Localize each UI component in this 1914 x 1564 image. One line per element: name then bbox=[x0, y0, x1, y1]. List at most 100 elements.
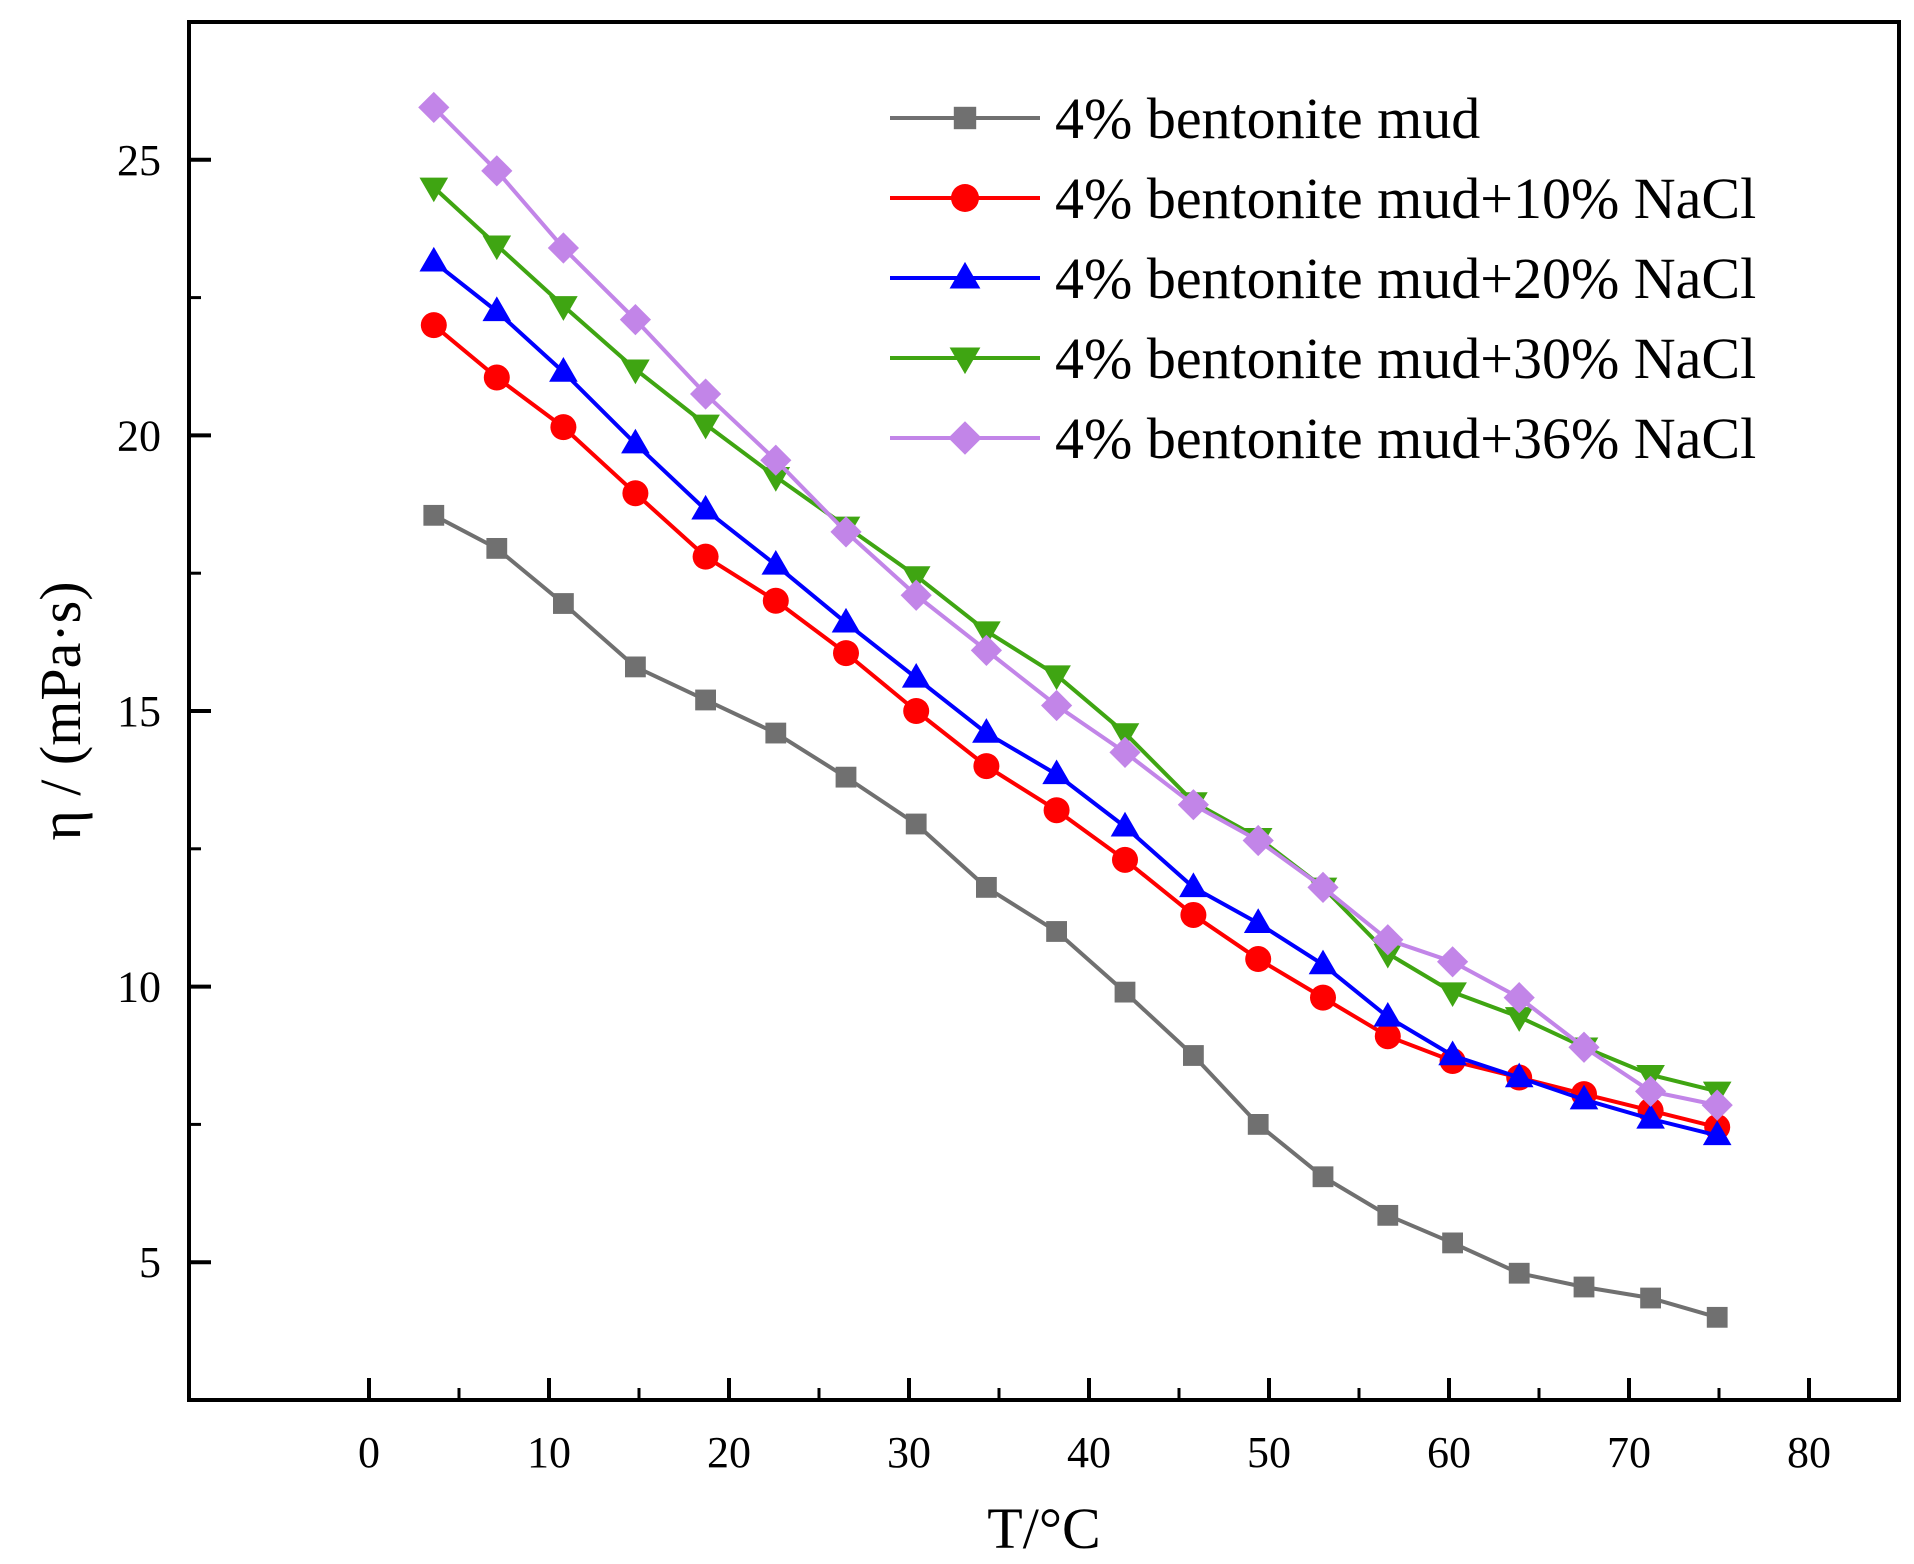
series-layer bbox=[418, 91, 1733, 1328]
legend-marker-3 bbox=[949, 347, 981, 375]
x-axis-title: T/°C bbox=[987, 1496, 1100, 1561]
legend-label-0: 4% bentonite mud bbox=[1055, 86, 1480, 151]
legend-marker-2 bbox=[949, 261, 981, 289]
series-4 bbox=[418, 91, 1733, 1121]
data-point-0-9 bbox=[1046, 921, 1067, 942]
data-point-2-3 bbox=[621, 428, 650, 454]
data-point-0-1 bbox=[486, 537, 508, 559]
data-point-1-3 bbox=[622, 480, 649, 507]
series-3 bbox=[419, 177, 1732, 1107]
data-point-4-13 bbox=[1307, 871, 1339, 903]
data-point-2-4 bbox=[691, 494, 720, 520]
data-point-0-17 bbox=[1573, 1276, 1595, 1298]
data-point-3-14 bbox=[1373, 943, 1403, 969]
legend-marker-4 bbox=[948, 421, 982, 455]
y-tick-label-5: 5 bbox=[139, 1238, 161, 1287]
data-point-4-8 bbox=[970, 634, 1002, 666]
data-point-2-18 bbox=[1636, 1103, 1665, 1129]
data-point-0-8 bbox=[976, 876, 997, 898]
data-point-3-8 bbox=[972, 621, 1001, 647]
data-point-1-1 bbox=[483, 364, 510, 391]
legend-item-2: 4% bentonite mud+20% NaCl bbox=[890, 246, 1756, 311]
data-point-1-10 bbox=[1112, 846, 1138, 873]
data-point-2-17 bbox=[1569, 1084, 1599, 1110]
data-point-1-8 bbox=[973, 753, 1000, 780]
x-tick-label-40: 40 bbox=[1067, 1428, 1111, 1477]
data-point-2-6 bbox=[831, 607, 861, 633]
data-point-0-14 bbox=[1377, 1204, 1399, 1226]
x-tick-label-70: 70 bbox=[1607, 1428, 1651, 1477]
data-point-4-15 bbox=[1437, 946, 1469, 978]
data-point-1-6 bbox=[833, 640, 859, 667]
series-line-3 bbox=[432, 185, 1718, 1094]
data-point-0-12 bbox=[1247, 1114, 1269, 1135]
legend-marker-0 bbox=[953, 106, 977, 130]
legend-label-4: 4% bentonite mud+36% NaCl bbox=[1055, 406, 1756, 471]
data-point-0-16 bbox=[1508, 1262, 1530, 1284]
data-point-2-15 bbox=[1438, 1040, 1467, 1066]
data-point-0-3 bbox=[625, 656, 646, 678]
data-point-4-4 bbox=[690, 378, 722, 410]
data-point-0-13 bbox=[1312, 1166, 1334, 1188]
data-point-3-2 bbox=[549, 296, 578, 321]
data-point-3-16 bbox=[1504, 1007, 1534, 1032]
data-point-4-14 bbox=[1372, 924, 1404, 956]
data-point-2-7 bbox=[901, 662, 931, 688]
data-point-1-12 bbox=[1245, 946, 1272, 973]
y-tick-label-25: 25 bbox=[117, 136, 161, 185]
series-line-4 bbox=[432, 106, 1718, 1108]
data-point-3-15 bbox=[1438, 982, 1467, 1008]
data-point-4-16 bbox=[1503, 982, 1535, 1014]
data-point-3-5 bbox=[761, 466, 791, 492]
series-line-0 bbox=[432, 513, 1718, 1320]
data-point-2-1 bbox=[482, 296, 512, 322]
data-point-3-4 bbox=[691, 414, 720, 440]
series-0 bbox=[423, 504, 1728, 1328]
data-point-0-10 bbox=[1114, 981, 1136, 1003]
data-point-3-7 bbox=[901, 566, 931, 591]
data-point-1-13 bbox=[1310, 984, 1336, 1011]
data-point-0-7 bbox=[905, 813, 927, 835]
data-point-3-9 bbox=[1042, 665, 1071, 691]
data-point-4-10 bbox=[1109, 736, 1141, 768]
data-point-2-8 bbox=[972, 718, 1001, 743]
data-point-4-0 bbox=[418, 91, 450, 124]
data-point-3-10 bbox=[1110, 723, 1140, 748]
data-point-1-14 bbox=[1374, 1023, 1401, 1050]
data-point-4-2 bbox=[547, 232, 579, 264]
data-point-4-17 bbox=[1568, 1031, 1600, 1063]
x-tick-label-30: 30 bbox=[887, 1428, 931, 1477]
data-point-1-5 bbox=[762, 587, 789, 614]
data-point-0-19 bbox=[1706, 1306, 1728, 1328]
data-point-1-2 bbox=[550, 414, 577, 441]
legend-item-1: 4% bentonite mud+10% NaCl bbox=[890, 166, 1756, 231]
y-tick-label-10: 10 bbox=[117, 963, 161, 1012]
data-point-4-1 bbox=[481, 155, 513, 187]
data-point-4-18 bbox=[1635, 1075, 1667, 1107]
series-2 bbox=[419, 246, 1732, 1146]
legend-item-3: 4% bentonite mud+30% NaCl bbox=[890, 326, 1756, 391]
data-point-2-0 bbox=[419, 246, 449, 272]
series-line-2 bbox=[432, 260, 1718, 1138]
data-point-3-3 bbox=[621, 359, 650, 385]
data-point-1-9 bbox=[1043, 797, 1070, 824]
data-point-2-2 bbox=[549, 357, 578, 382]
legend: 4% bentonite mud 4% bentonite mud+10% NaC… bbox=[890, 86, 1756, 471]
legend-label-1: 4% bentonite mud+10% NaCl bbox=[1055, 166, 1756, 231]
data-point-1-11 bbox=[1180, 901, 1207, 928]
data-point-0-0 bbox=[423, 504, 445, 526]
data-point-2-16 bbox=[1504, 1062, 1534, 1088]
data-point-0-6 bbox=[835, 766, 857, 788]
legend-item-0: 4% bentonite mud bbox=[890, 86, 1480, 151]
y-tick-label-15: 15 bbox=[117, 687, 161, 736]
data-point-1-4 bbox=[692, 543, 719, 570]
data-point-4-9 bbox=[1041, 689, 1073, 722]
data-point-4-7 bbox=[900, 579, 932, 611]
x-tick-label-0: 0 bbox=[358, 1428, 380, 1477]
data-point-1-7 bbox=[903, 698, 930, 724]
x-tick-label-50: 50 bbox=[1247, 1428, 1291, 1477]
data-point-2-12 bbox=[1243, 908, 1273, 933]
data-point-4-3 bbox=[619, 304, 651, 336]
data-point-2-13 bbox=[1308, 949, 1338, 975]
data-point-0-5 bbox=[765, 722, 787, 744]
